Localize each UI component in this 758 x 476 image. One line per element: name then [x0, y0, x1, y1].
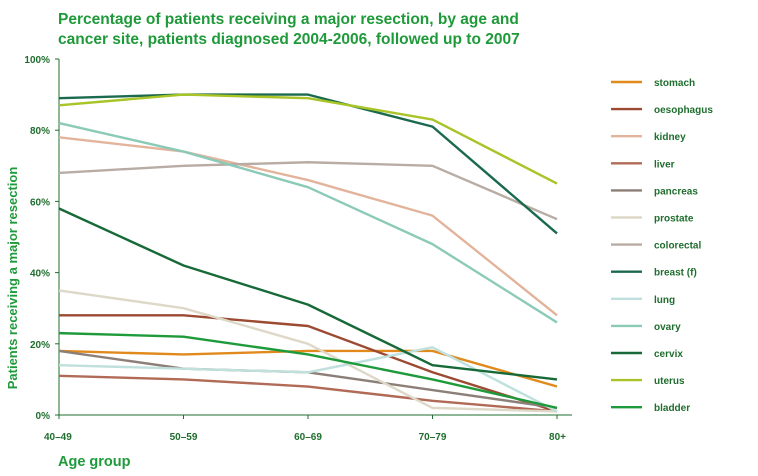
series-line-breast-f	[58, 93, 558, 235]
x-tick-label: 40–49	[44, 432, 72, 443]
legend-label-bladder: bladder	[654, 403, 690, 414]
series-line-uterus	[58, 93, 558, 185]
chart-axes	[58, 59, 572, 416]
x-tick-label: 80+	[549, 432, 566, 443]
series-line-prostate	[58, 289, 558, 413]
y-tick-label: 80%	[30, 126, 50, 137]
legend-label-colorectal: colorectal	[654, 241, 701, 252]
y-tick-label: 0%	[36, 411, 51, 422]
legend-label-oesophagus: oesophagus	[654, 105, 713, 116]
y-tick-label: 100%	[24, 55, 50, 66]
y-axis-label: Patients receiving a major resection	[5, 167, 20, 390]
chart-title-line-2: cancer site, patients diagnosed 2004-200…	[58, 31, 520, 48]
series-line-liver	[58, 374, 558, 413]
legend-label-pancreas: pancreas	[654, 186, 698, 197]
legend-label-cervix: cervix	[654, 349, 683, 360]
legend-label-breast-f: breast (f)	[654, 268, 697, 279]
legend-label-ovary: ovary	[654, 322, 681, 333]
series-line-cervix	[58, 207, 558, 381]
series-line-lung	[58, 346, 558, 413]
y-tick-label: 40%	[30, 269, 50, 280]
legend: stomach oesophagus kidney liver pancreas pros…	[611, 78, 713, 414]
legend-label-liver: liver	[654, 159, 675, 170]
legend-label-prostate: prostate	[654, 214, 694, 225]
series-line-colorectal	[58, 161, 558, 221]
chart-title: Percentage of patients receiving a major…	[58, 10, 618, 50]
series-line-bladder	[58, 331, 558, 410]
x-tick-label: 50–59	[170, 432, 198, 443]
series-line-pancreas	[58, 349, 558, 410]
legend-label-lung: lung	[654, 295, 675, 306]
x-tick-label: 60–69	[294, 432, 322, 443]
legend-label-stomach: stomach	[654, 78, 695, 89]
legend-label-uterus: uterus	[654, 376, 685, 387]
y-ticks: 0% 20% 40% 60% 80% 100%	[24, 55, 59, 422]
x-tick-label: 70–79	[419, 432, 447, 443]
x-axis-label: Age group	[58, 454, 131, 470]
series-line-oesophagus	[59, 314, 558, 413]
chart-title-line-1: Percentage of patients receiving a major…	[58, 11, 519, 28]
x-ticks: 40–49 50–59 60–69 70–79 80+	[44, 415, 566, 443]
series-line-ovary	[58, 121, 558, 324]
y-tick-label: 20%	[30, 340, 50, 351]
y-tick-label: 60%	[30, 197, 50, 208]
legend-label-kidney: kidney	[654, 132, 686, 143]
series-line-kidney	[58, 136, 558, 317]
series-lines	[58, 93, 558, 413]
series-line-stomach	[58, 349, 558, 388]
